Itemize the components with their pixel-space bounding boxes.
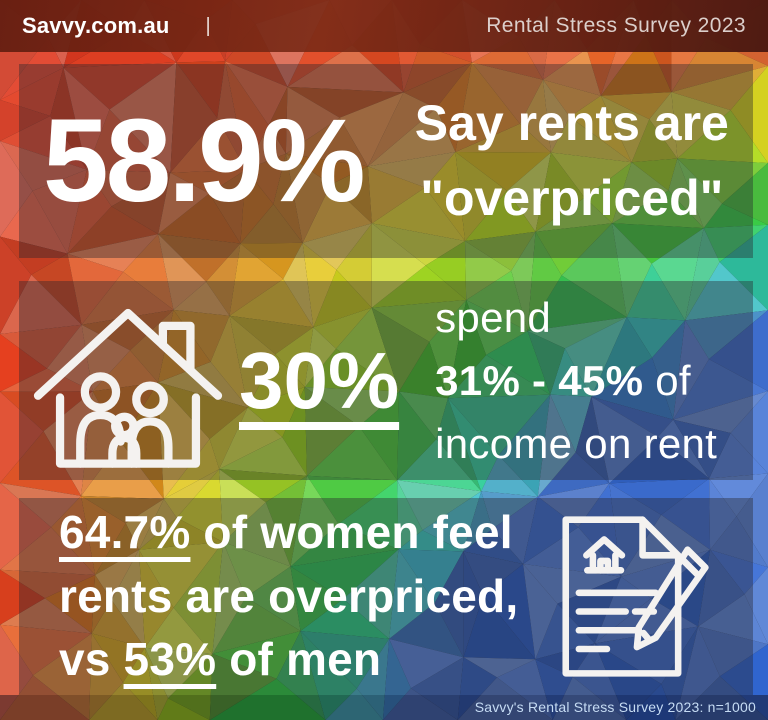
income-line-2-rest: of bbox=[643, 357, 691, 404]
header-title: Rental Stress Survey 2023 bbox=[486, 14, 746, 37]
footer-shade bbox=[0, 695, 768, 720]
document-pencil-icon bbox=[562, 515, 709, 677]
stat-panel-overpriced: 58.9% Say rents are "overpriced" bbox=[19, 64, 753, 258]
stat-caption-overpriced: Say rents are "overpriced" bbox=[401, 86, 753, 236]
women-line-1-rest: of women feel bbox=[190, 506, 513, 559]
brand-logo-text: Savvy.com.au bbox=[22, 13, 170, 38]
income-line-2: 31% - 45% of bbox=[435, 349, 717, 412]
women-line-2: rents are overpriced, bbox=[59, 569, 519, 622]
caption-line-1: Say rents are bbox=[414, 95, 729, 151]
women-line-1: 64.7% of women feel bbox=[59, 501, 518, 564]
stat-panel-income-on-rent: 30% spend 31% - 45% of income on rent bbox=[19, 281, 753, 480]
range-31-45: 31% - 45% bbox=[435, 357, 644, 404]
stat-caption-income: spend 31% - 45% of income on rent bbox=[435, 286, 717, 475]
stat-value-30: 30% bbox=[239, 335, 400, 425]
income-line-3: income on rent bbox=[435, 420, 718, 467]
header-divider: | bbox=[205, 14, 211, 37]
stat-panel-women-vs-men: 64.7% of women feel rents are overpriced… bbox=[19, 498, 753, 695]
source-note: Savvy's Rental Stress Survey 2023: n=100… bbox=[474, 699, 756, 715]
house-family-icon bbox=[33, 308, 223, 468]
women-line-3-pre: vs bbox=[59, 633, 124, 686]
stat-value-64-7: 64.7% bbox=[59, 506, 191, 559]
women-line-3-rest: of men bbox=[216, 633, 382, 686]
women-vs-men-text: 64.7% of women feel rents are overpriced… bbox=[59, 501, 518, 691]
caption-line-2: "overpriced" bbox=[420, 170, 724, 226]
stat-value-58-9: 58.9% bbox=[43, 95, 366, 227]
brand-group: Savvy.com.au | bbox=[22, 13, 211, 39]
header-bar: Savvy.com.au | Rental Stress Survey 2023 bbox=[0, 0, 768, 52]
women-line-3: vs 53% of men bbox=[59, 628, 518, 691]
stat-value-53: 53% bbox=[123, 633, 217, 686]
income-line-1: spend bbox=[435, 294, 552, 341]
